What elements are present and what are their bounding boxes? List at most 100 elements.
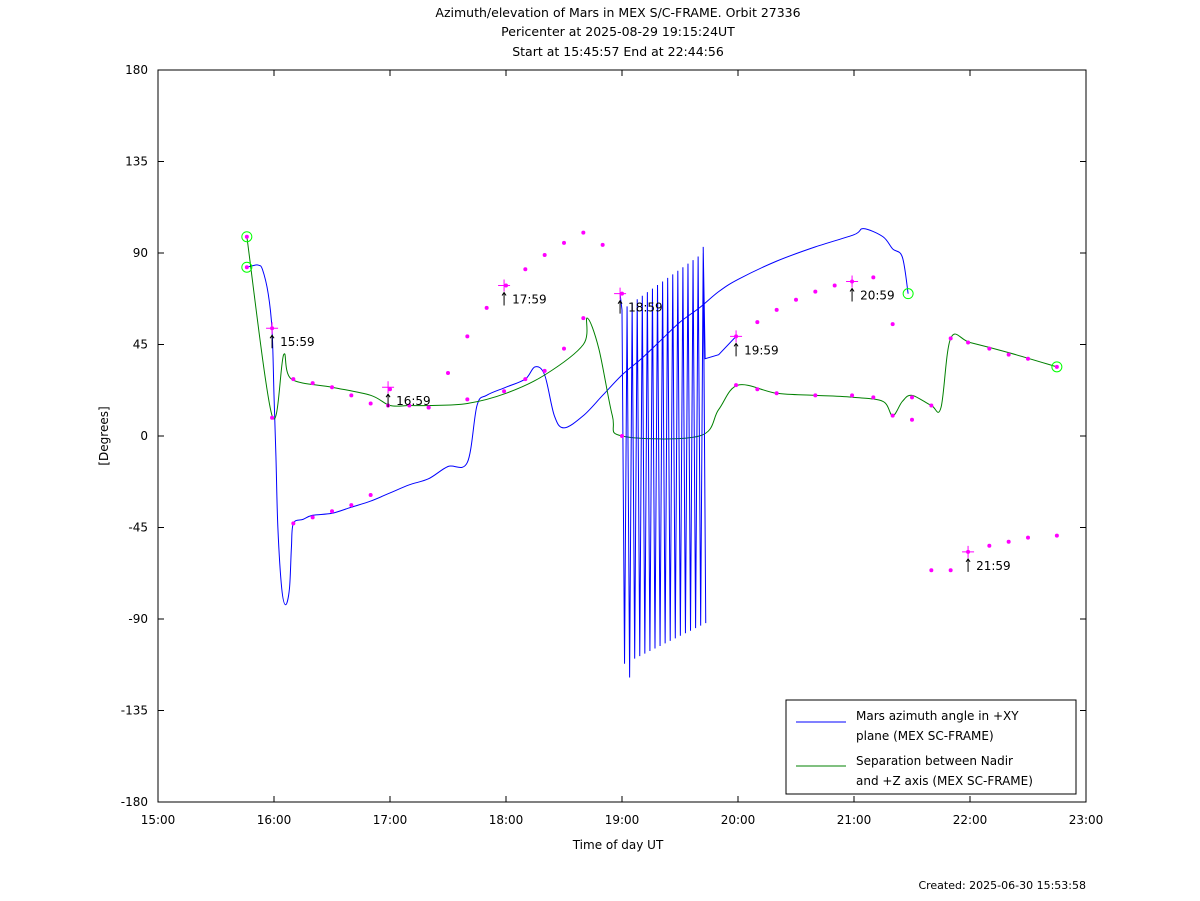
annotation-cross: [730, 330, 743, 343]
azimuth-pericenter-oscillation: [619, 246, 737, 678]
azimuth-marker: [948, 568, 953, 573]
azimuth-marker: [600, 242, 605, 247]
separation-marker: [244, 234, 249, 239]
separation-marker: [407, 403, 412, 408]
separation-marker: [620, 434, 624, 438]
annotation-arrow: [965, 557, 971, 572]
separation-marker: [523, 377, 528, 382]
y-tick-label: -135: [121, 704, 148, 718]
azimuth-marker: [910, 417, 914, 422]
azimuth-marker: [446, 370, 450, 375]
azimuth-marker: [562, 240, 566, 245]
x-tick-label: 18:00: [489, 813, 524, 827]
separation-marker: [734, 383, 739, 388]
chart-subtitle-pericenter: Pericenter at 2025-08-29 19:15:24UT: [501, 24, 735, 39]
separation-marker: [813, 393, 818, 398]
chart-subtitle-start-end: Start at 15:45:57 End at 22:44:56: [512, 44, 724, 59]
axis-ticks: 15:00 16:00 17:00 18:00 19:00 20:00 21:00 22:00…: [121, 63, 1104, 827]
x-tick-label: 17:00: [373, 813, 408, 827]
x-tick-label: 22:00: [953, 813, 988, 827]
separation-marker: [910, 395, 914, 400]
end-circle: [902, 288, 914, 300]
y-axis-label: [Degrees]: [97, 406, 111, 465]
chart-title: Azimuth/elevation of Mars in MEX S/C-FRA…: [435, 5, 800, 20]
separation-marker: [755, 387, 760, 392]
separation-marker: [1054, 364, 1059, 369]
separation-marker: [948, 336, 953, 341]
annotation-time-label: 19:59: [744, 343, 779, 357]
legend-label-separation-line2: and +Z axis (MEX SC-FRAME): [856, 774, 1033, 788]
azimuth-marker: [465, 334, 470, 339]
azimuth-marker: [368, 492, 373, 497]
x-tick-label: 16:00: [257, 813, 292, 827]
separation-marker: [330, 385, 334, 390]
azimuth-marker: [890, 322, 895, 327]
azimuth-marker: [388, 387, 392, 392]
azimuth-marker: [929, 568, 934, 573]
x-tick-label: 15:00: [141, 813, 176, 827]
separation-marker: [562, 346, 566, 351]
separation-marker: [270, 415, 275, 420]
annotation-time-label: 16:59: [396, 394, 431, 408]
separation-marker: [542, 368, 547, 373]
annotation-arrow: [617, 299, 623, 314]
separation-marker: [774, 391, 779, 396]
separation-marker: [310, 381, 315, 386]
y-tick-label: -90: [128, 612, 148, 626]
y-tick-label: -45: [128, 521, 148, 535]
pericenter-oscillation-layer: [619, 246, 737, 678]
azimuth-marker: [832, 283, 837, 288]
separation-marker: [1026, 356, 1030, 361]
annotation-time-label: 21:59: [976, 559, 1011, 573]
start-circle: [241, 261, 253, 273]
annotations-layer: 15:59 16:59 17:59 18:59 19:59 20:59 21:59: [266, 275, 1011, 573]
azimuth-marker: [349, 503, 354, 508]
azimuth-marker: [755, 320, 760, 325]
separation-marker: [871, 395, 876, 400]
annotation-time-label: 18:59: [628, 301, 663, 315]
separation-marker: [987, 346, 992, 351]
annotation-time-label: 15:59: [280, 335, 315, 349]
legend-box: [785, 699, 1077, 795]
annotation-arrow: [385, 393, 391, 408]
y-tick-label: -180: [121, 795, 148, 809]
annotation-cross: [266, 322, 279, 335]
annotation-arrow: [269, 334, 275, 349]
azimuth-marker: [774, 307, 779, 312]
azimuth-marker: [987, 543, 992, 548]
azimuth-marker: [1006, 539, 1011, 544]
y-tick-label: 135: [125, 155, 148, 169]
azimuth-marker: [484, 305, 489, 310]
annotation-cross: [614, 287, 627, 300]
end-circle: [1051, 361, 1063, 373]
separation-marker: [426, 405, 431, 410]
azimuth-marker: [794, 297, 798, 302]
separation-marker: [349, 393, 354, 398]
plot-area-frame: [157, 69, 1087, 803]
annotation-time-label: 20:59: [860, 288, 895, 302]
created-footer: Created: 2025-06-30 15:53:58: [918, 879, 1086, 892]
annotation-time-label: 17:59: [512, 293, 547, 307]
separation-marker: [966, 340, 971, 345]
y-tick-label: 45: [133, 338, 148, 352]
y-tick-label: 0: [140, 429, 148, 443]
azimuth-marker: [330, 509, 334, 514]
x-axis-label: Time of day UT: [572, 838, 664, 852]
azimuth-marker: [291, 521, 296, 526]
x-tick-label: 23:00: [1069, 813, 1104, 827]
separation-marker: [581, 316, 586, 321]
azimuth-marker: [1026, 535, 1030, 540]
separation-marker: [465, 397, 470, 402]
x-tick-label: 20:00: [721, 813, 756, 827]
azimuth-marker: [1054, 533, 1059, 538]
azimuth-marker: [244, 265, 249, 270]
annotation-cross: [962, 545, 975, 558]
separation-marker: [502, 389, 507, 394]
azimuth-marker: [581, 230, 586, 235]
annotation-cross: [846, 275, 859, 288]
azimuth-marker: [523, 267, 528, 272]
separation-marker: [890, 413, 895, 418]
legend-label-azimuth-line2: plane (MEX SC-FRAME): [856, 729, 994, 743]
series-layer: [246, 228, 1058, 606]
